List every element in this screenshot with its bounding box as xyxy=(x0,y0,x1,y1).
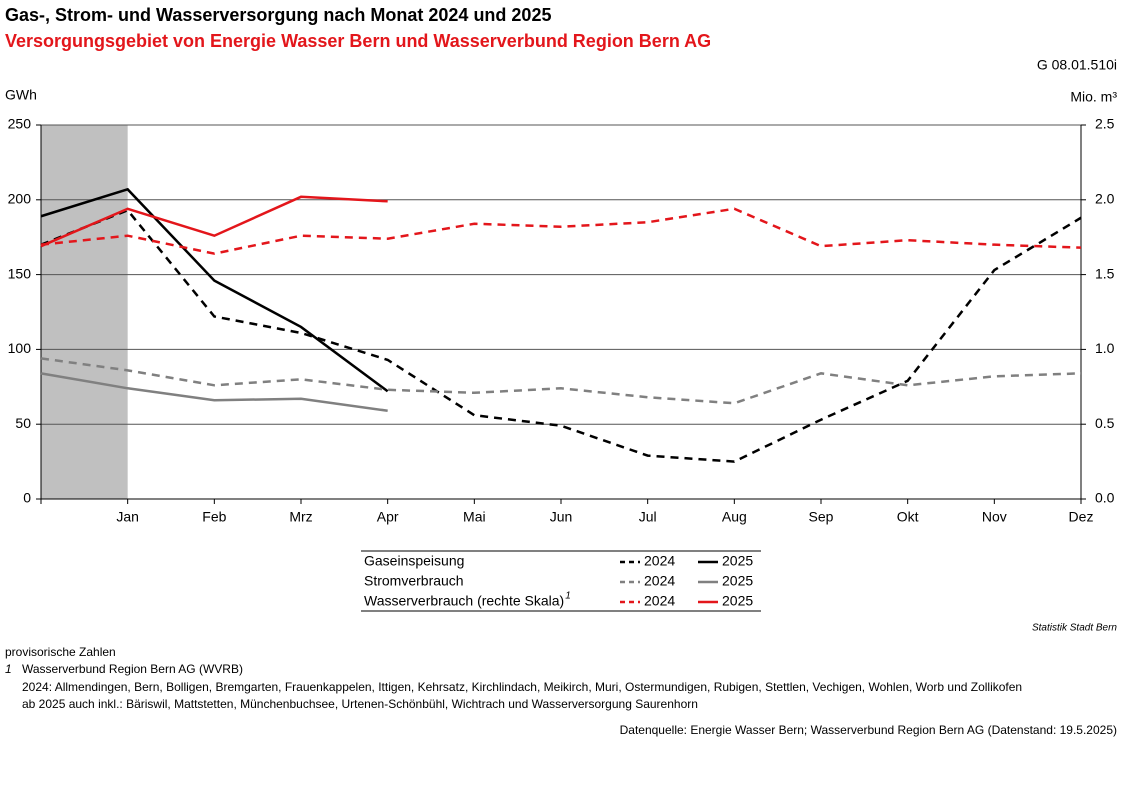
x-tick-label: Jun xyxy=(550,509,573,525)
source: Statistik Stadt Bern xyxy=(1032,623,1117,634)
legend-label: 2024 xyxy=(644,553,675,569)
y-tick-label: 0 xyxy=(23,490,31,506)
chart-subtitle: Versorgungsgebiet von Energie Wasser Ber… xyxy=(5,31,711,51)
y-tick-label: 200 xyxy=(8,191,32,207)
x-tick-label: Jul xyxy=(639,509,657,525)
y2-tick-label: 2.0 xyxy=(1095,191,1115,207)
y2-tick-label: 1.0 xyxy=(1095,340,1115,356)
y2-tick-label: 2.5 xyxy=(1095,116,1115,132)
footnote-mark: 1 xyxy=(5,662,12,676)
legend-group: Gaseinspeisung xyxy=(364,553,464,569)
series-line xyxy=(40,187,389,393)
y-tick-label: 100 xyxy=(8,340,32,356)
footnote: Wasserverbund Region Bern AG (WVRB) xyxy=(22,662,243,676)
y-tick-label: 250 xyxy=(8,116,32,132)
legend-label: 2025 xyxy=(722,573,753,589)
y2-tick-label: 0.0 xyxy=(1095,490,1115,506)
x-tick-label: Feb xyxy=(202,509,226,525)
x-tick-label: Okt xyxy=(897,509,919,525)
y-tick-label: 150 xyxy=(8,265,32,281)
y-tick-label: 50 xyxy=(15,415,31,431)
legend-label: 2024 xyxy=(644,573,675,589)
y2-axis-label: Mio. m³ xyxy=(1070,89,1117,105)
series-line xyxy=(40,208,1082,463)
legend-label: 2025 xyxy=(722,553,753,569)
chart-code: G 08.01.510i xyxy=(1037,57,1117,73)
x-tick-label: Mrz xyxy=(289,509,312,525)
data-source: Datenquelle: Energie Wasser Bern; Wasser… xyxy=(620,723,1117,737)
shaded-band xyxy=(41,125,128,499)
series-line xyxy=(40,195,388,248)
legend-group: Stromverbrauch xyxy=(364,573,464,589)
x-tick-label: Sep xyxy=(809,509,834,525)
y2-tick-label: 0.5 xyxy=(1095,415,1115,431)
chart-title: Gas-, Strom- und Wasserversorgung nach M… xyxy=(5,5,551,25)
legend-label: 2025 xyxy=(722,593,753,609)
series-line xyxy=(40,207,1082,255)
legend-label: 2024 xyxy=(644,593,675,609)
x-tick-label: Aug xyxy=(722,509,747,525)
x-tick-label: Nov xyxy=(982,509,1007,525)
x-tick-label: Apr xyxy=(377,509,399,525)
footnote: ab 2025 auch inkl.: Bäriswil, Mattstette… xyxy=(22,697,698,711)
series-line xyxy=(40,372,388,412)
footnote: 2024: Allmendingen, Bern, Bolligen, Brem… xyxy=(22,680,1022,694)
legend-note: 1 xyxy=(565,591,571,602)
x-tick-label: Mai xyxy=(463,509,486,525)
y2-tick-label: 1.5 xyxy=(1095,265,1115,281)
x-tick-label: Dez xyxy=(1069,509,1094,525)
legend-group: Wasserverbrauch (rechte Skala) xyxy=(364,593,564,609)
series-line xyxy=(40,357,1082,405)
footnote: provisorische Zahlen xyxy=(5,645,116,659)
x-tick-label: Jan xyxy=(116,509,139,525)
y-axis-label: GWh xyxy=(5,87,37,103)
